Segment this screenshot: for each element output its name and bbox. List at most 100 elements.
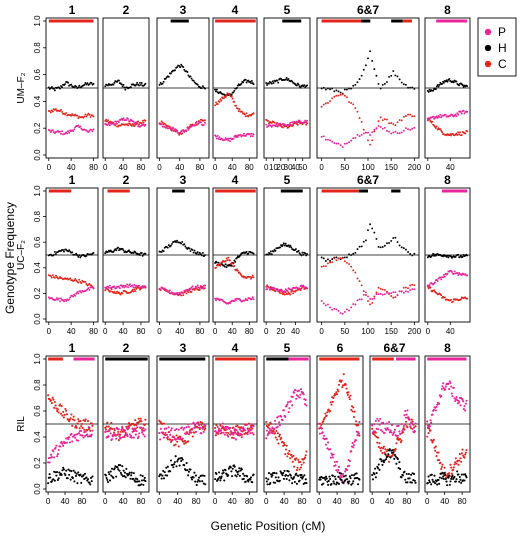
data-point (383, 126, 386, 129)
data-point (305, 254, 308, 257)
data-point (464, 409, 467, 412)
data-point (286, 290, 289, 293)
data-point (200, 432, 203, 435)
data-point (193, 287, 196, 290)
data-point (465, 476, 468, 479)
data-point (282, 477, 285, 480)
data-point (435, 455, 438, 458)
data-point (74, 278, 77, 280)
data-point (251, 135, 254, 138)
data-point (402, 247, 405, 250)
data-point (176, 66, 179, 69)
data-point (120, 284, 123, 287)
data-point (329, 401, 332, 404)
data-point (388, 122, 391, 125)
data-point (230, 470, 233, 473)
data-point (169, 72, 172, 75)
data-point (130, 434, 133, 437)
data-point (362, 128, 365, 131)
data-point (402, 286, 405, 289)
data-point (400, 131, 403, 134)
data-point (104, 430, 107, 433)
panel-1: 10 40 80 (45, 3, 99, 172)
data-point (369, 298, 372, 300)
data-point (348, 464, 351, 467)
data-point (305, 450, 308, 453)
data-point (345, 387, 348, 390)
data-point (230, 264, 233, 267)
data-point (390, 431, 393, 434)
data-point (49, 275, 52, 278)
data-point (79, 290, 82, 293)
data-point (362, 293, 365, 296)
data-point (227, 139, 230, 142)
data-point (458, 475, 461, 479)
series-C (214, 92, 255, 118)
data-point (183, 243, 186, 246)
data-point (387, 428, 390, 431)
series-C (426, 285, 469, 304)
data-point (169, 459, 173, 462)
data-point (354, 251, 357, 254)
data-point (230, 95, 233, 98)
data-point (196, 123, 199, 126)
data-point (245, 250, 248, 253)
data-point (132, 436, 135, 439)
data-point (230, 93, 233, 96)
data-point (343, 142, 346, 145)
data-point (358, 117, 361, 120)
data-point (341, 312, 344, 315)
data-point (371, 301, 374, 304)
data-point (466, 254, 469, 257)
data-point (245, 81, 248, 84)
data-point (299, 466, 303, 469)
data-point (198, 476, 201, 479)
data-point (242, 477, 245, 480)
data-point (105, 425, 108, 428)
data-point (283, 293, 286, 296)
data-point (107, 471, 110, 474)
data-point (333, 307, 336, 310)
data-point (158, 475, 161, 478)
data-point (450, 477, 453, 480)
data-point (122, 83, 125, 86)
data-point (300, 287, 303, 290)
data-point (215, 266, 217, 269)
panel-title: 4 (232, 3, 239, 17)
data-point (76, 422, 79, 425)
data-point (224, 95, 227, 98)
series-P (158, 421, 207, 442)
y-tick-label: 1.0 (33, 353, 42, 365)
data-point (139, 474, 142, 477)
data-point (87, 426, 90, 429)
data-point (52, 253, 55, 256)
data-point (374, 467, 377, 470)
data-point (458, 480, 461, 483)
data-point (294, 290, 296, 293)
data-point (199, 420, 202, 424)
data-point (460, 481, 463, 484)
data-point (319, 478, 322, 481)
data-point (187, 470, 190, 473)
data-point (171, 464, 174, 467)
data-point (219, 429, 223, 432)
data-point (466, 130, 469, 133)
data-point (341, 386, 344, 389)
x-tick-label: 0 (264, 327, 269, 336)
x-tick-label: 80 (195, 163, 204, 172)
data-point (334, 464, 337, 467)
data-point (435, 292, 438, 294)
data-point (298, 119, 301, 122)
data-point (460, 274, 463, 277)
data-point (443, 296, 446, 299)
data-point (169, 429, 173, 432)
data-point (127, 117, 130, 120)
data-point (183, 68, 186, 71)
data-point (379, 87, 382, 90)
data-point (410, 481, 413, 484)
data-point (438, 458, 441, 462)
data-point (388, 420, 391, 424)
data-point (337, 94, 340, 97)
data-point (396, 293, 399, 296)
